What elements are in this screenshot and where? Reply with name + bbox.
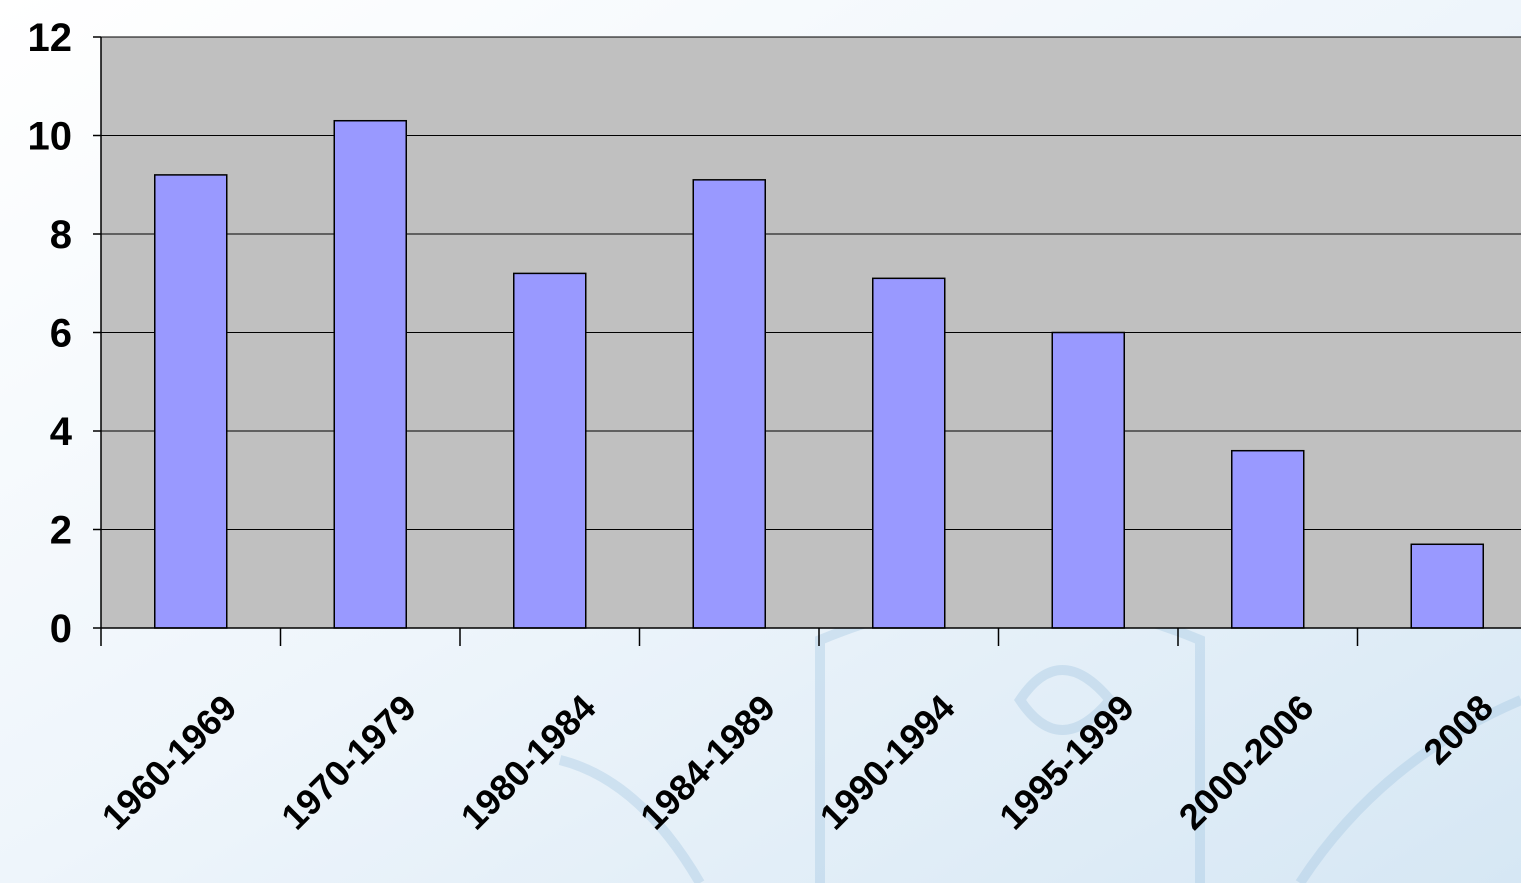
y-tick-label: 4 — [50, 410, 73, 454]
y-axis-tick-labels: 0 2 4 6 8 10 12 — [28, 16, 73, 651]
bar-2000-2006 — [1231, 449, 1305, 629]
y-tick-label: 10 — [28, 115, 73, 159]
bar-1995-1999 — [1051, 331, 1125, 629]
bar-1970-1979 — [333, 119, 407, 629]
bar-1990-1994 — [872, 277, 946, 629]
bar-1960-1969 — [154, 174, 228, 629]
bar-2008 — [1410, 543, 1484, 629]
y-tick-label: 8 — [50, 213, 72, 257]
axes — [93, 36, 1521, 646]
y-tick-label: 6 — [50, 312, 72, 356]
y-tick-label: 12 — [28, 16, 73, 60]
y-tick-label: 0 — [50, 607, 72, 651]
bars — [154, 119, 1484, 629]
bar-1980-1984 — [513, 272, 587, 629]
bar-1984-1989 — [692, 179, 766, 629]
y-tick-label: 2 — [50, 509, 72, 553]
